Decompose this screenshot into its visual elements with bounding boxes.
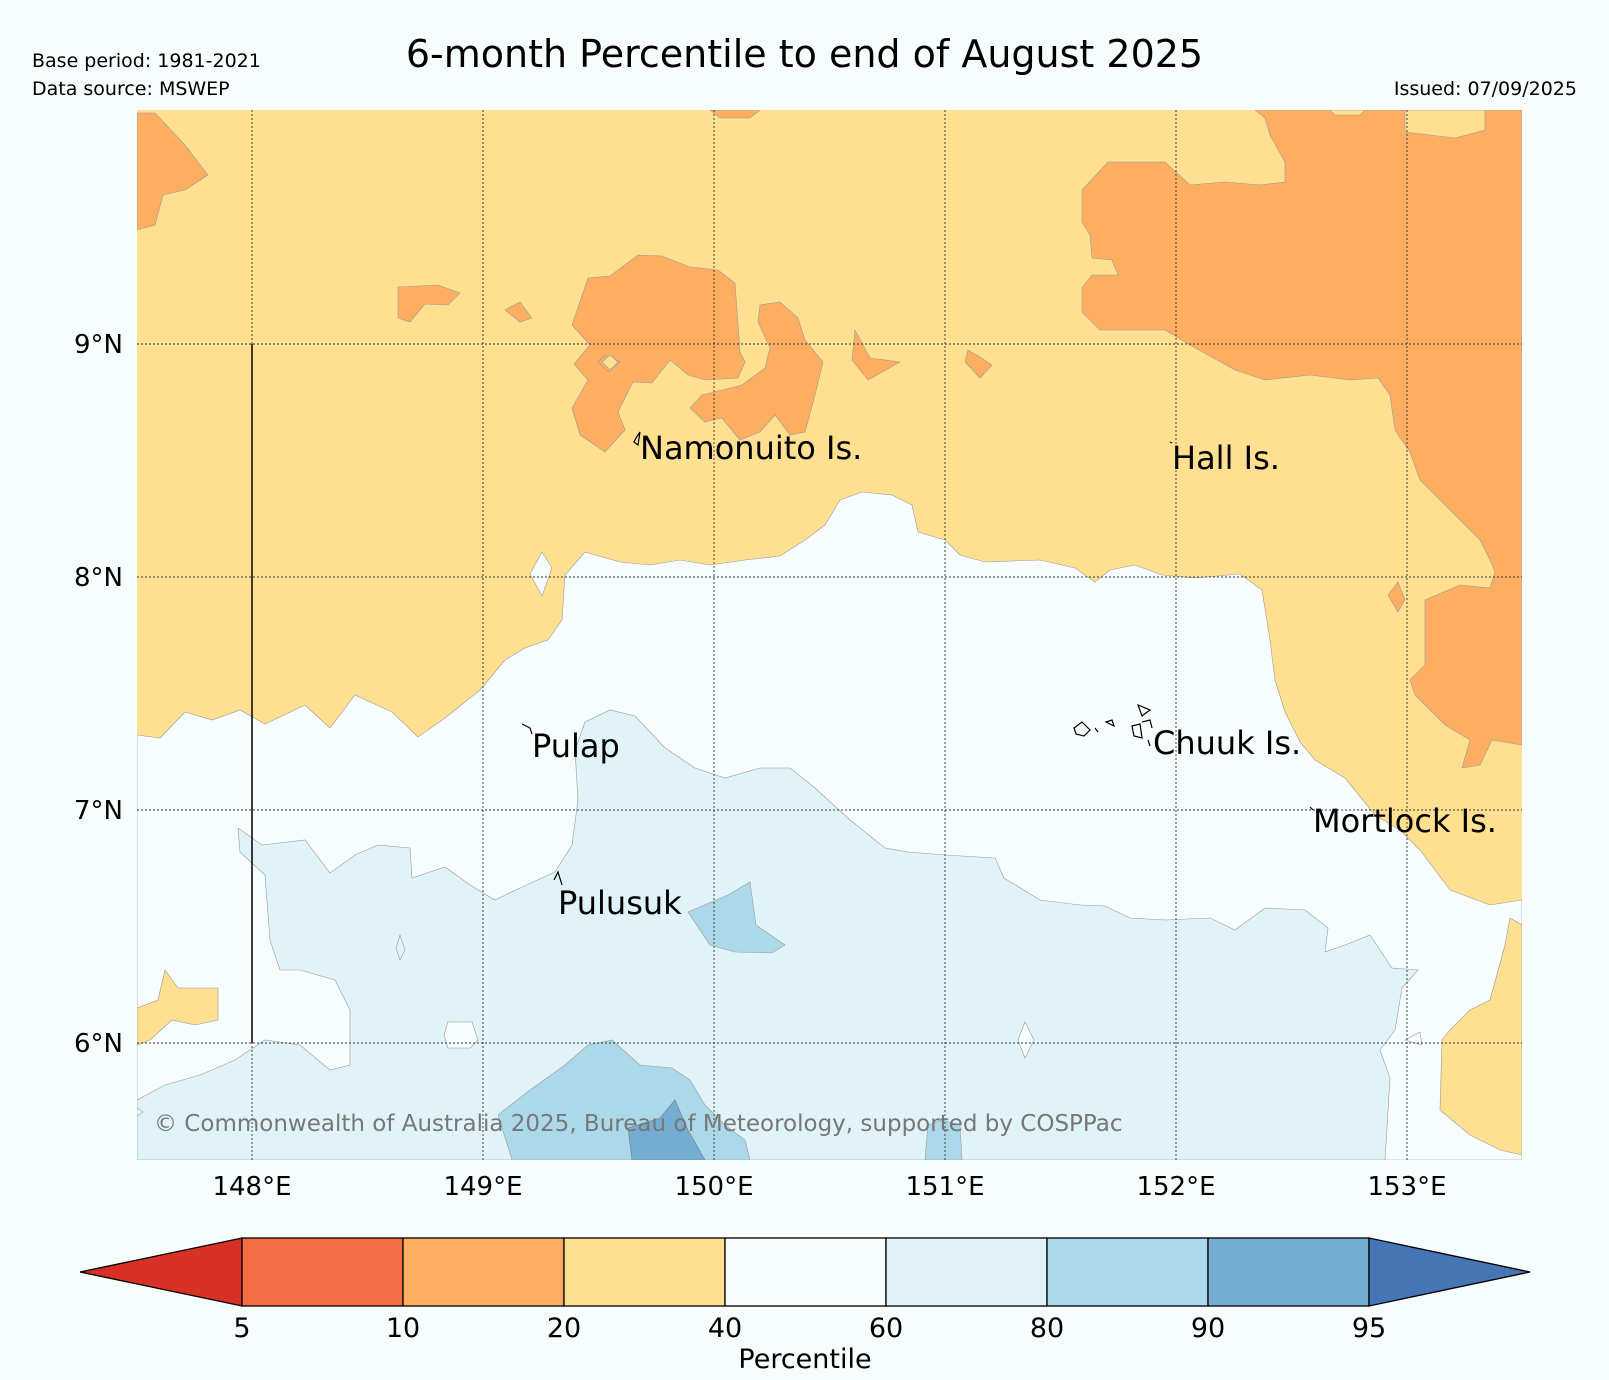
- island-outlines: [521, 431, 1314, 886]
- shade-60-80-patch: [395, 934, 406, 961]
- shade-40-60-patch: [443, 1021, 479, 1049]
- colorbar-tick: 95: [1352, 1313, 1386, 1344]
- shade-40-60-patch: [137, 1107, 144, 1117]
- island-chuuk: [1104, 719, 1116, 728]
- issued-date-label: Issued: 07/09/2025: [1393, 78, 1577, 100]
- shade-90-95-patch: [627, 1099, 706, 1160]
- shade-40-60-patch: [529, 551, 553, 597]
- copyright-notice: © Commonwealth of Australia 2025, Bureau…: [154, 1111, 1123, 1137]
- shade-10-20-region: [1387, 581, 1406, 613]
- colorbar-tick: 10: [386, 1313, 420, 1344]
- latitude-labels: 9°N 8°N 7°N 6°N: [74, 330, 123, 1059]
- lat-label: 7°N: [74, 796, 123, 826]
- island-chuuk: [1141, 719, 1153, 729]
- island-mortlock: [1309, 806, 1314, 811]
- map-panel: Namonuito Is. Hall Is. Pulap Chuuk Is. M…: [137, 110, 1522, 1160]
- colorbar-ticks: 5 10 20 40 60 80 90 95: [233, 1313, 1386, 1344]
- place-labels: Namonuito Is. Hall Is. Pulap Chuuk Is. M…: [532, 429, 1497, 922]
- place-label-pulap: Pulap: [532, 727, 620, 765]
- shade-10-20-region: [504, 301, 533, 323]
- place-label-pulusuk: Pulusuk: [558, 884, 682, 922]
- longitude-labels: 148°E 149°E 150°E 151°E 152°E 153°E: [212, 1172, 1446, 1202]
- shade-20-40-patch: [601, 354, 619, 371]
- shade-10-20-region: [137, 112, 209, 231]
- lat-label: 9°N: [74, 330, 123, 360]
- shade-40-60-patch: [1404, 1031, 1423, 1046]
- lat-label: 8°N: [74, 563, 123, 593]
- lon-label: 152°E: [1136, 1172, 1215, 1202]
- colorbar-tick: 40: [708, 1313, 742, 1344]
- colorbar-tick: 60: [869, 1313, 903, 1344]
- lon-label: 149°E: [443, 1172, 522, 1202]
- lat-label: 6°N: [74, 1029, 123, 1059]
- colorbar-bin-60-80: [885, 1237, 1048, 1307]
- lon-label: 150°E: [674, 1172, 753, 1202]
- island-chuuk: [1094, 727, 1099, 733]
- shade-20-40-patch: [137, 969, 219, 1046]
- colorbar-bin-5-10: [241, 1237, 404, 1307]
- colorbar-tick: 5: [233, 1313, 250, 1344]
- colorbar-tick: 90: [1191, 1313, 1225, 1344]
- colorbar-extend-high: [1368, 1237, 1531, 1307]
- place-label-namonuito: Namonuito Is.: [640, 429, 862, 467]
- shade-20-40-patch: [1439, 917, 1522, 1156]
- shade-10-20-region: [964, 349, 993, 379]
- island-pulap: [521, 723, 533, 735]
- data-source-label: Data source: MSWEP: [32, 78, 230, 100]
- colorbar-bin-40-60: [724, 1237, 887, 1307]
- lon-label: 148°E: [212, 1172, 291, 1202]
- shade-10-20-region: [397, 284, 461, 323]
- colorbar-extend-low: [79, 1237, 243, 1307]
- island-pulusuk: [553, 870, 563, 886]
- shade-80-90-patch: [687, 881, 786, 954]
- shade-20-40-patch: [1329, 110, 1366, 116]
- colorbar-bin-10-20: [402, 1237, 565, 1307]
- shade-10-20-region: [1081, 110, 1522, 769]
- map-title: 6-month Percentile to end of August 2025: [405, 32, 1204, 76]
- colorbar-tick: 20: [547, 1313, 581, 1344]
- colorbar-label: Percentile: [738, 1344, 871, 1375]
- colorbar-tick: 80: [1030, 1313, 1064, 1344]
- colorbar: [79, 1237, 1531, 1307]
- place-label-hall: Hall Is.: [1172, 439, 1280, 477]
- lon-label: 151°E: [905, 1172, 984, 1202]
- shade-80-90-patch: [924, 1119, 963, 1160]
- colorbar-bin-90-95: [1207, 1237, 1370, 1307]
- island-chuuk: [1136, 703, 1152, 717]
- base-period-label: Base period: 1981-2021: [32, 50, 261, 72]
- shade-20-40-patch: [1404, 110, 1486, 139]
- island-chuuk: [1073, 721, 1091, 737]
- lon-label: 153°E: [1367, 1172, 1446, 1202]
- shade-10-20-region: [709, 110, 761, 119]
- island-hall: [1169, 441, 1173, 444]
- colorbar-bin-20-40: [563, 1237, 726, 1307]
- shade-10-20-region: [851, 328, 901, 381]
- island-namonuito: [633, 431, 641, 447]
- island-chuuk: [1147, 739, 1151, 747]
- island-chuuk: [1131, 723, 1143, 739]
- place-label-chuuk: Chuuk Is.: [1153, 724, 1301, 762]
- shade-10-20-region: [689, 301, 824, 441]
- place-label-mortlock: Mortlock Is.: [1313, 802, 1497, 840]
- shade-10-20-region: [571, 254, 746, 453]
- colorbar-bin-80-90: [1046, 1237, 1209, 1307]
- shade-40-60-patch: [1017, 1021, 1035, 1059]
